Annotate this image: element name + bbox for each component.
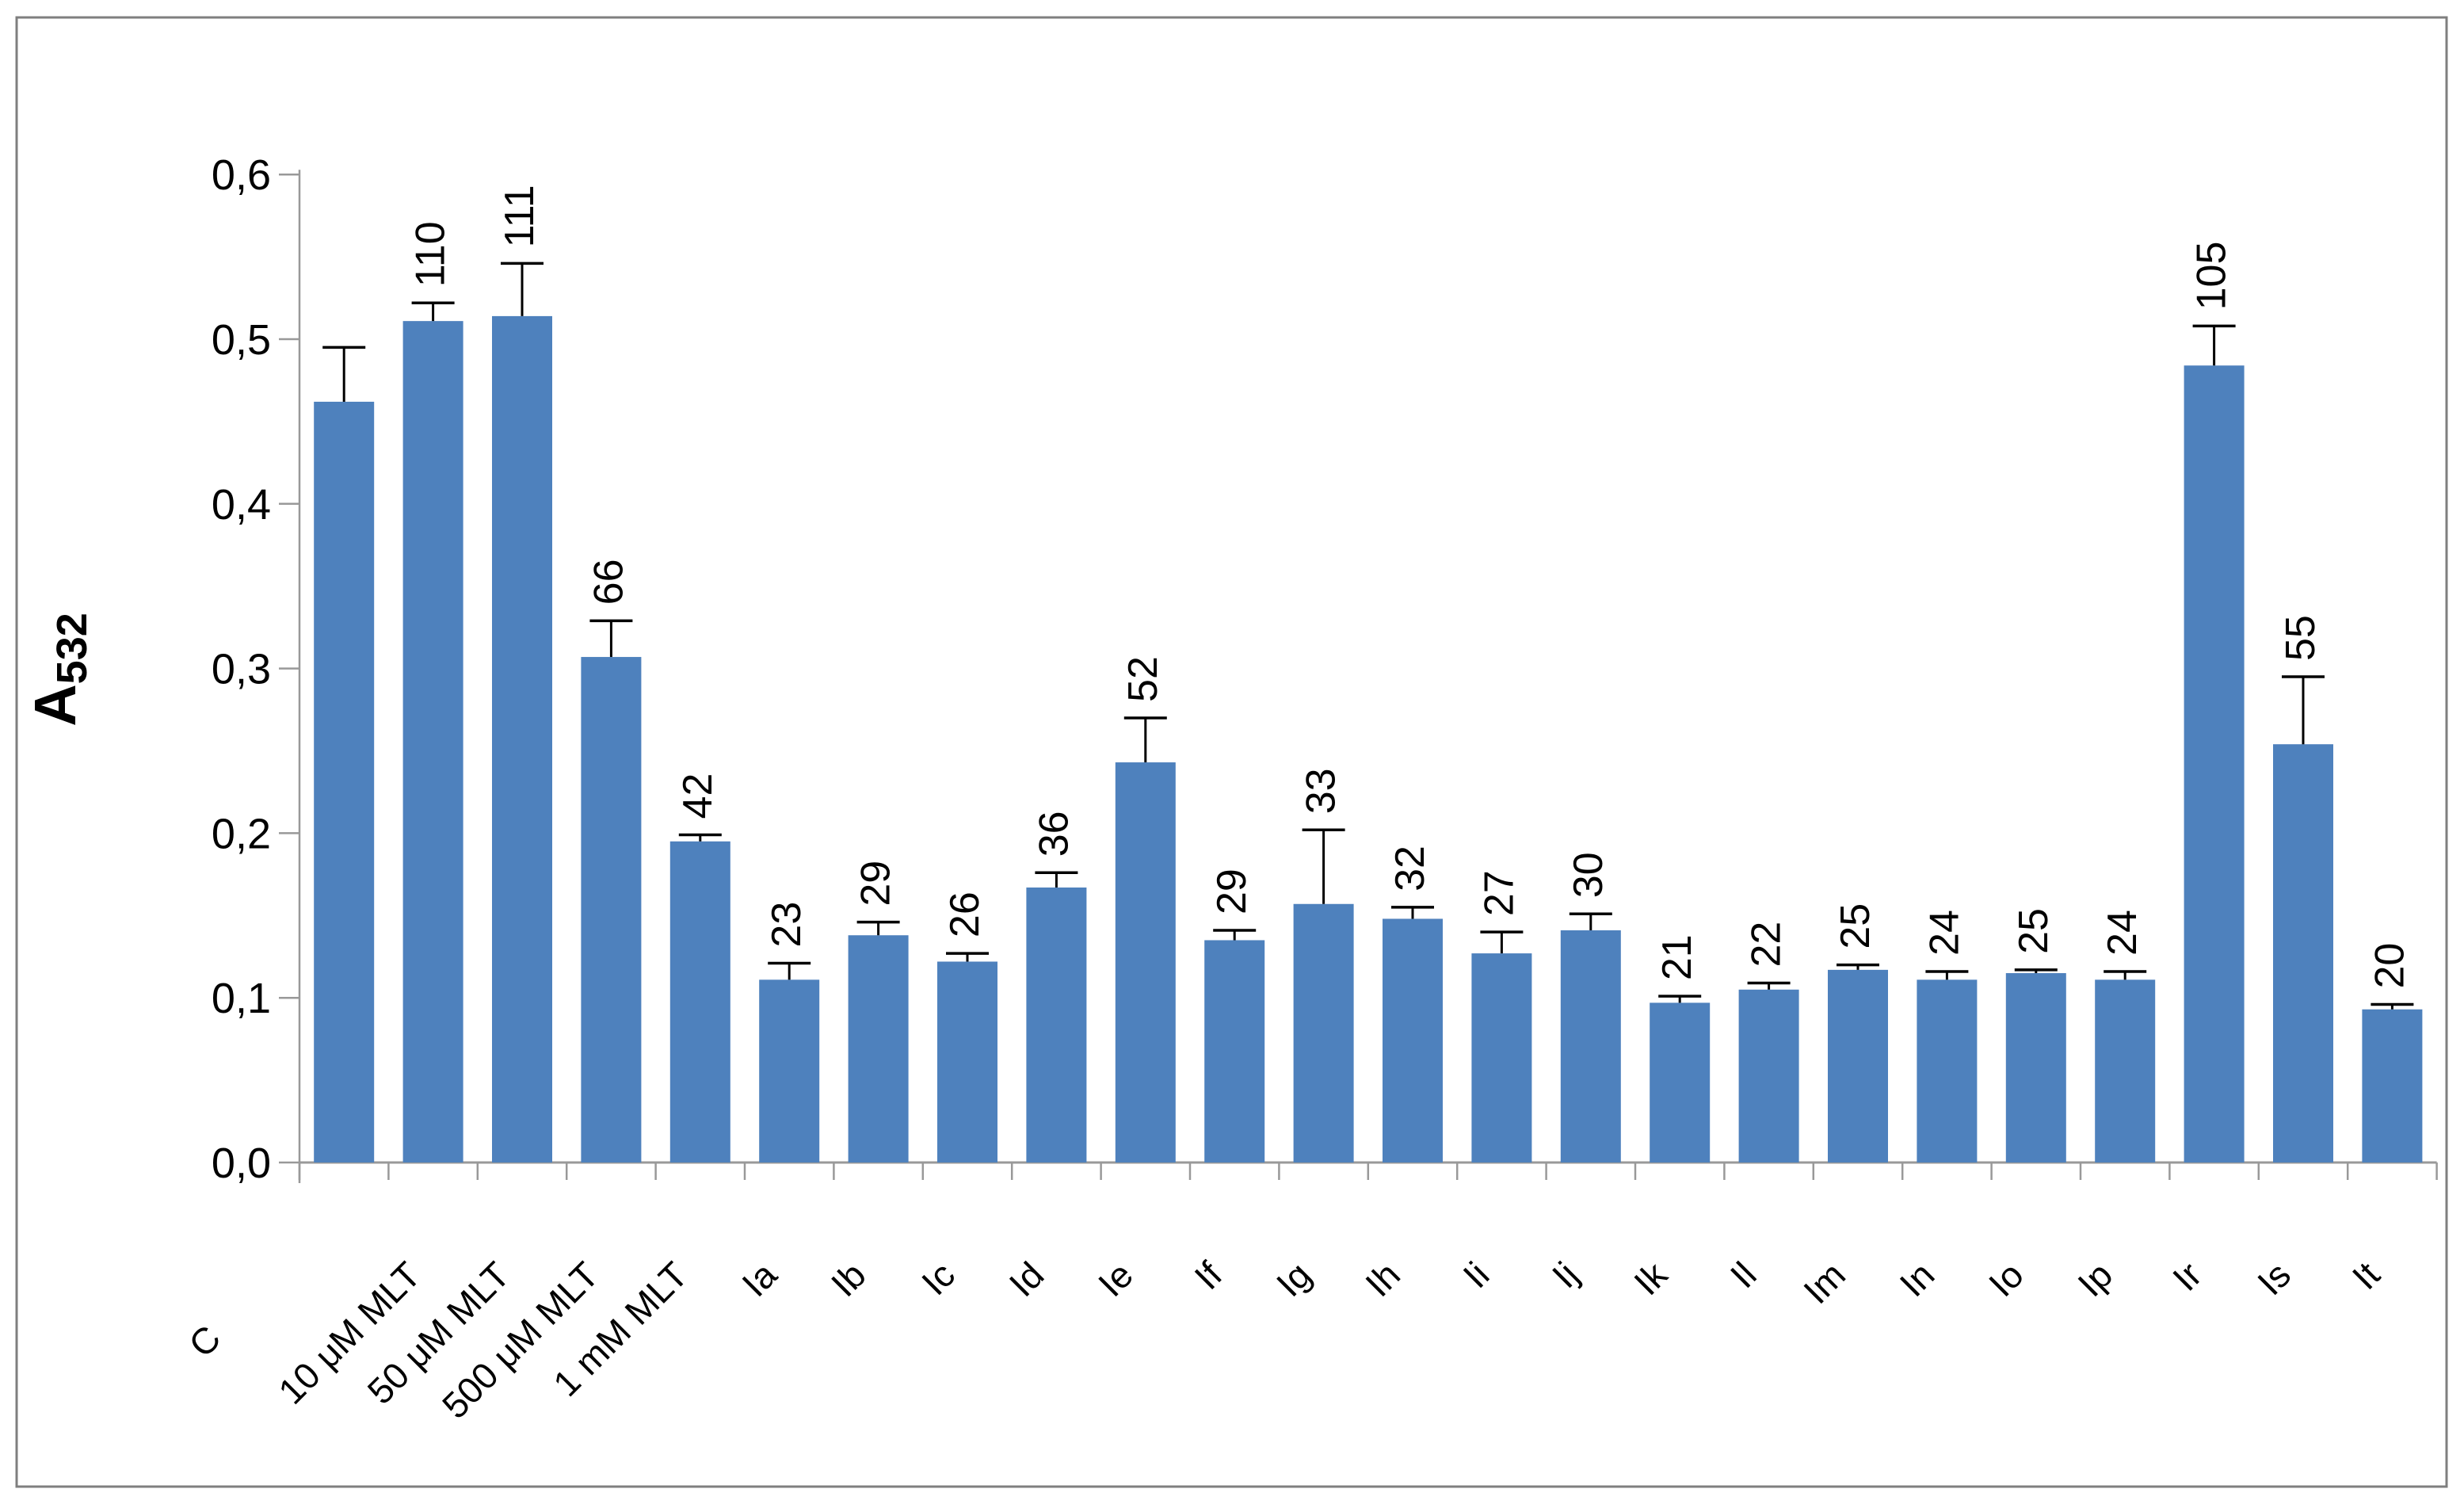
value-label-It: 20 [2367,943,2413,989]
category-label-Ii: Ii [1455,1254,1497,1296]
bar-C [314,401,375,1162]
value-label-Ic: 26 [942,891,988,937]
category-label-In: In [1892,1254,1943,1304]
value-label-Ir: 105 [2189,242,2235,311]
bar-Ig [1293,903,1354,1162]
value-label-Id: 36 [1031,811,1077,857]
category-label-Ir: Ir [2165,1254,2210,1299]
value-label-Ie: 52 [1120,656,1166,702]
value-label-Ia: 23 [764,902,810,948]
value-label-Ij: 30 [1566,852,1612,898]
category-label-Ig: Ig [1268,1254,1319,1304]
value-label-50 μM MLT: 111 [497,185,543,247]
category-label-Im: Im [1795,1254,1853,1311]
y-tick-label-0,4: 0,4 [212,481,271,529]
bar-10 μM MLT [402,321,463,1163]
value-label-10 μM MLT: 110 [408,221,454,287]
bar-Is [2273,744,2333,1162]
value-label-Ib: 29 [853,861,899,907]
bar-Io [2005,973,2066,1162]
value-label-Il: 22 [1744,922,1790,968]
bar-Id [1026,887,1087,1162]
y-tick-label-0,5: 0,5 [212,316,271,364]
bar-500 μM MLT [581,657,642,1162]
bar-In [1917,979,1978,1162]
category-label-It: It [2344,1254,2388,1297]
value-label-Ih: 32 [1387,846,1433,891]
category-label-Ij: Ij [1544,1254,1586,1296]
bar-Il [1738,989,1799,1162]
value-label-Ip: 24 [2100,910,2146,956]
value-label-Io: 25 [2011,908,2057,954]
y-tick-label-0,6: 0,6 [212,151,271,199]
value-label-In: 24 [1921,910,1967,956]
category-label-Io: Io [1981,1254,2031,1304]
category-label-Ic: Ic [914,1254,963,1303]
value-label-If: 29 [1209,869,1255,914]
bar-Im [1828,969,1888,1162]
bar-Ih [1383,918,1443,1162]
category-label-C: C [181,1317,228,1365]
category-label-Ia: Ia [734,1254,784,1304]
bar-Ii [1471,953,1532,1162]
y-axis-title: A532 [22,613,96,727]
value-label-500 μM MLT: 66 [585,559,631,605]
bar-It [2362,1009,2423,1162]
category-label-Ih: Ih [1357,1254,1408,1304]
bar-Ij [1560,930,1621,1162]
bar-Ip [2095,979,2156,1162]
category-label-Ik: Ik [1626,1254,1676,1304]
bar-50 μM MLT [492,315,552,1163]
bar-Ic [937,961,997,1162]
category-label-Id: Id [1001,1254,1052,1304]
value-label-Is: 55 [2278,615,2324,661]
bar-Ir [2184,365,2245,1162]
category-label-Ie: Ie [1090,1254,1141,1304]
bar-Ia [759,979,820,1162]
category-label-Ib: Ib [823,1254,874,1304]
value-label-Ik: 21 [1654,934,1700,980]
figure-frame [15,16,2448,1488]
category-label-If: If [1186,1254,1230,1297]
value-label-Ig: 33 [1299,768,1345,814]
y-tick-label-0,1: 0,1 [212,975,271,1022]
bar-Ie [1115,762,1176,1162]
category-label-Is: Is [2249,1254,2298,1303]
category-label-Ip: Ip [2069,1254,2120,1304]
value-label-1 mM MLT: 42 [675,773,721,819]
bar-Ib [848,935,909,1162]
y-tick-label-0,2: 0,2 [212,810,271,857]
value-label-Im: 25 [1833,903,1879,949]
value-label-Ii: 27 [1476,870,1522,916]
y-tick-label-0,0: 0,0 [212,1140,271,1187]
bar-1 mM MLT [669,841,730,1162]
bar-Ik [1650,1002,1711,1162]
y-tick-label-0,3: 0,3 [212,646,271,693]
category-label-Il: Il [1722,1254,1764,1296]
bar-If [1204,940,1265,1162]
